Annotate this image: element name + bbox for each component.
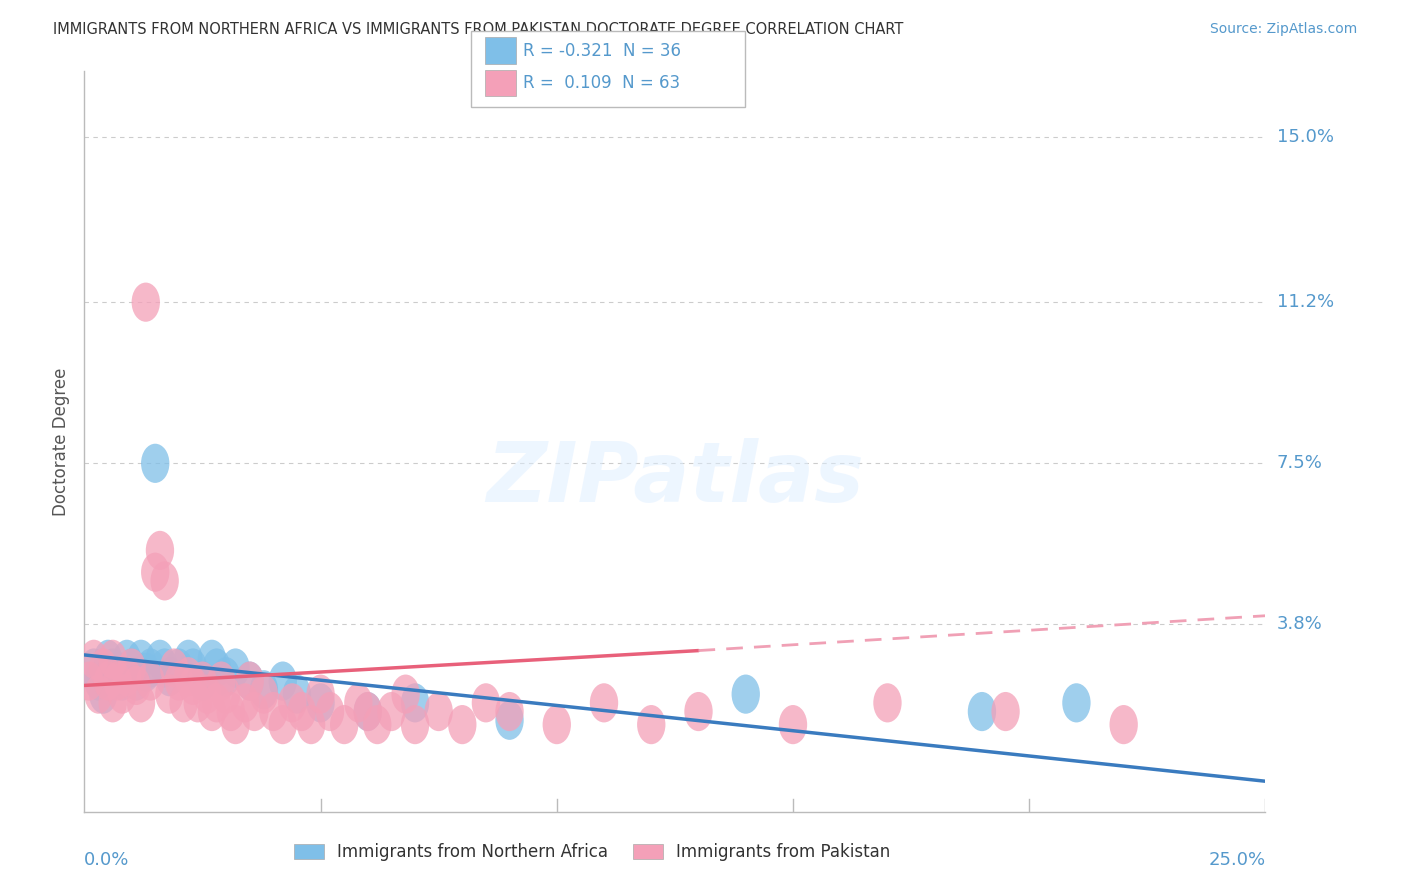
Legend: Immigrants from Northern Africa, Immigrants from Pakistan: Immigrants from Northern Africa, Immigra…: [288, 838, 896, 866]
Text: 7.5%: 7.5%: [1277, 454, 1323, 473]
Text: 0.0%: 0.0%: [84, 851, 129, 869]
Text: R =  0.109  N = 63: R = 0.109 N = 63: [523, 74, 681, 92]
Text: 25.0%: 25.0%: [1208, 851, 1265, 869]
Text: R = -0.321  N = 36: R = -0.321 N = 36: [523, 42, 681, 60]
Y-axis label: Doctorate Degree: Doctorate Degree: [52, 368, 70, 516]
Text: 11.2%: 11.2%: [1277, 293, 1334, 311]
Text: ZIPatlas: ZIPatlas: [486, 438, 863, 519]
Text: 15.0%: 15.0%: [1277, 128, 1333, 145]
Text: 3.8%: 3.8%: [1277, 615, 1322, 633]
Text: Source: ZipAtlas.com: Source: ZipAtlas.com: [1209, 22, 1357, 37]
Text: IMMIGRANTS FROM NORTHERN AFRICA VS IMMIGRANTS FROM PAKISTAN DOCTORATE DEGREE COR: IMMIGRANTS FROM NORTHERN AFRICA VS IMMIG…: [53, 22, 904, 37]
